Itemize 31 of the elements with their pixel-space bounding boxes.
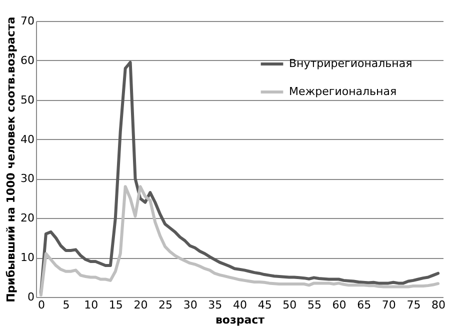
x-tick-label: 30 — [183, 298, 198, 312]
x-tick-label: 20 — [134, 298, 148, 312]
line-series — [39, 60, 440, 295]
x-tick-label: 15 — [108, 298, 123, 312]
y-axis-title: Прибывший на 1000 человек соотв.возраста — [4, 16, 18, 302]
y-tick-label: 20 — [20, 212, 34, 225]
y-tick-label: 50 — [20, 93, 34, 106]
y-tick-label: 40 — [20, 132, 34, 146]
y-tick-label: 0 — [28, 290, 34, 304]
x-tick-label: 0 — [38, 298, 45, 312]
x-tick-label: 50 — [282, 298, 297, 312]
line-series — [39, 185, 440, 297]
x-tick-label: 80 — [432, 298, 446, 312]
y-tick-label: 70 — [20, 14, 34, 28]
y-tick-label: 10 — [20, 251, 34, 264]
legend-label: Межрегиональная — [289, 85, 397, 98]
x-tick-label: 65 — [357, 298, 372, 312]
y-tick-label: 30 — [20, 172, 34, 186]
x-tick-label: 10 — [84, 298, 98, 312]
x-axis-title: возраст — [215, 314, 266, 326]
y-tick-label: 60 — [20, 54, 34, 67]
x-tick-label: 40 — [233, 298, 247, 312]
legend-label: Внутрирегиональная — [289, 57, 412, 70]
x-tick-label: 70 — [382, 298, 396, 312]
x-tick-label: 5 — [62, 298, 70, 312]
x-tick-label: 35 — [208, 298, 222, 312]
x-tick-label: 55 — [307, 298, 322, 312]
x-tick-label: 75 — [406, 298, 421, 312]
x-tick-label: 45 — [258, 298, 272, 312]
x-tick-label: 60 — [332, 298, 346, 312]
x-tick-label: 25 — [158, 298, 173, 312]
